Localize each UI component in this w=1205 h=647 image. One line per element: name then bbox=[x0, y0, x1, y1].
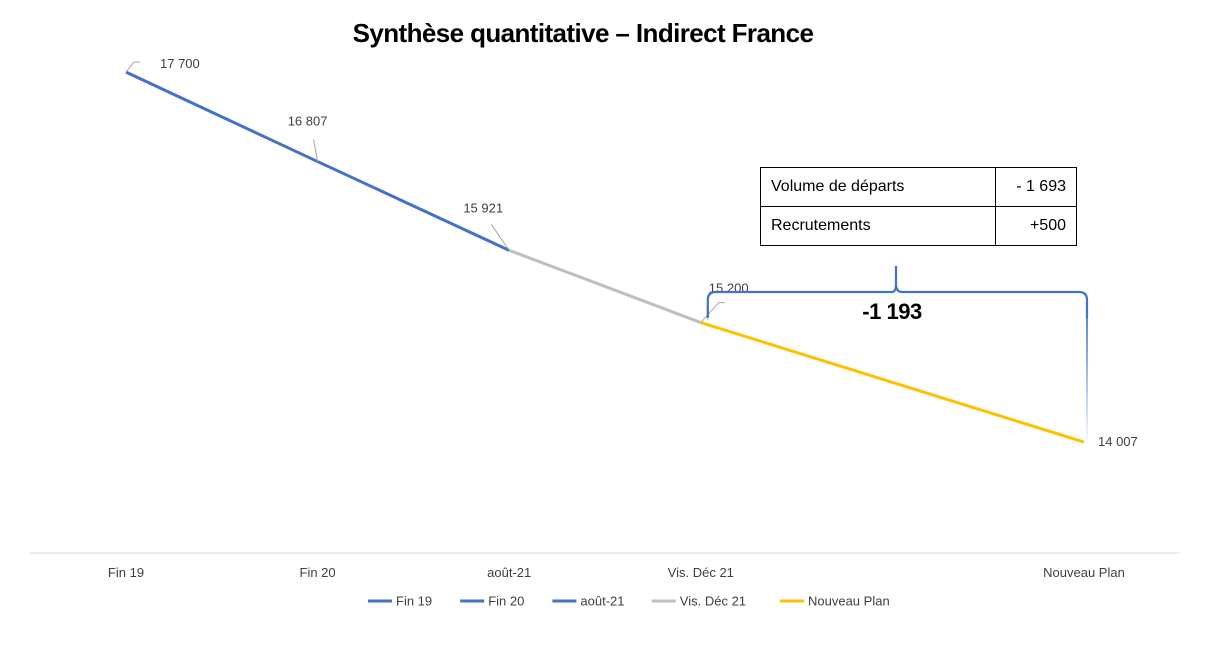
x-tick-label: Fin 20 bbox=[300, 565, 336, 580]
table-row-departures: Volume de départs - 1 693 bbox=[760, 167, 1077, 207]
summary-table: Volume de départs - 1 693 Recrutements +… bbox=[760, 167, 1077, 246]
data-label: 15 921 bbox=[463, 200, 503, 215]
series-line-segment bbox=[508, 248, 702, 324]
x-tick-label: Nouveau Plan bbox=[1043, 565, 1125, 580]
legend-label: Fin 19 bbox=[396, 594, 432, 609]
data-label-leader bbox=[490, 224, 510, 251]
data-label-leader bbox=[313, 139, 319, 162]
delta-brace bbox=[706, 266, 1089, 318]
recruitments-label: Recrutements bbox=[760, 206, 996, 246]
departures-label: Volume de départs bbox=[760, 167, 996, 207]
data-label-leader bbox=[700, 302, 725, 323]
series-line-segment bbox=[700, 321, 1085, 444]
legend-label: Vis. Déc 21 bbox=[680, 594, 746, 609]
series-line-segment bbox=[316, 160, 510, 252]
legend-label: Nouveau Plan bbox=[808, 594, 890, 609]
chart-title: Synthèse quantitative – Indirect France bbox=[352, 18, 814, 48]
x-tick-label: Vis. Déc 21 bbox=[668, 565, 734, 580]
data-label: 17 700 bbox=[160, 56, 200, 71]
data-label-leader bbox=[125, 61, 140, 73]
data-label: 16 807 bbox=[288, 114, 328, 129]
recruitments-value: +500 bbox=[995, 206, 1077, 246]
brace-guide-right bbox=[1086, 310, 1088, 441]
delta-label: -1 193 bbox=[862, 299, 922, 324]
legend-label: août-21 bbox=[580, 594, 624, 609]
x-tick-label: août-21 bbox=[487, 565, 531, 580]
series-line-segment bbox=[125, 70, 319, 163]
legend-label: Fin 20 bbox=[488, 594, 524, 609]
x-tick-label: Fin 19 bbox=[108, 565, 144, 580]
table-row-recruitments: Recrutements +500 bbox=[760, 206, 1077, 246]
data-label: 14 007 bbox=[1098, 434, 1138, 449]
departures-value: - 1 693 bbox=[995, 167, 1077, 207]
data-label: 15 200 bbox=[709, 281, 749, 296]
